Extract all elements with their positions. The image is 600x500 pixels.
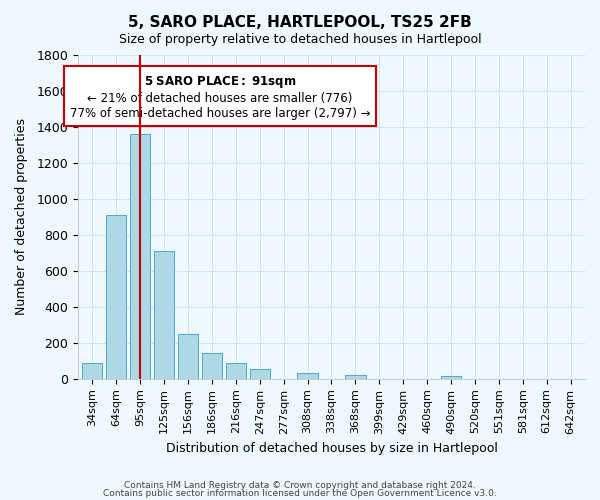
- Bar: [130, 134, 150, 379]
- Text: $\bf{5\ SARO\ PLACE:\ 91sqm}$
← 21% of detached houses are smaller (776)
77% of : $\bf{5\ SARO\ PLACE:\ 91sqm}$ ← 21% of d…: [70, 74, 370, 120]
- Text: 5, SARO PLACE, HARTLEPOOL, TS25 2FB: 5, SARO PLACE, HARTLEPOOL, TS25 2FB: [128, 15, 472, 30]
- Y-axis label: Number of detached properties: Number of detached properties: [15, 118, 28, 316]
- Text: Contains HM Land Registry data © Crown copyright and database right 2024.: Contains HM Land Registry data © Crown c…: [124, 481, 476, 490]
- Bar: [298, 374, 318, 379]
- Bar: [202, 352, 222, 379]
- Text: Size of property relative to detached houses in Hartlepool: Size of property relative to detached ho…: [119, 32, 481, 46]
- Bar: [178, 334, 198, 379]
- Bar: [82, 362, 103, 379]
- Text: Contains public sector information licensed under the Open Government Licence v3: Contains public sector information licen…: [103, 488, 497, 498]
- Bar: [226, 362, 246, 379]
- Bar: [441, 376, 461, 379]
- Bar: [154, 251, 174, 379]
- Bar: [250, 369, 270, 379]
- X-axis label: Distribution of detached houses by size in Hartlepool: Distribution of detached houses by size …: [166, 442, 497, 455]
- Bar: [106, 215, 127, 379]
- Bar: [345, 375, 365, 379]
